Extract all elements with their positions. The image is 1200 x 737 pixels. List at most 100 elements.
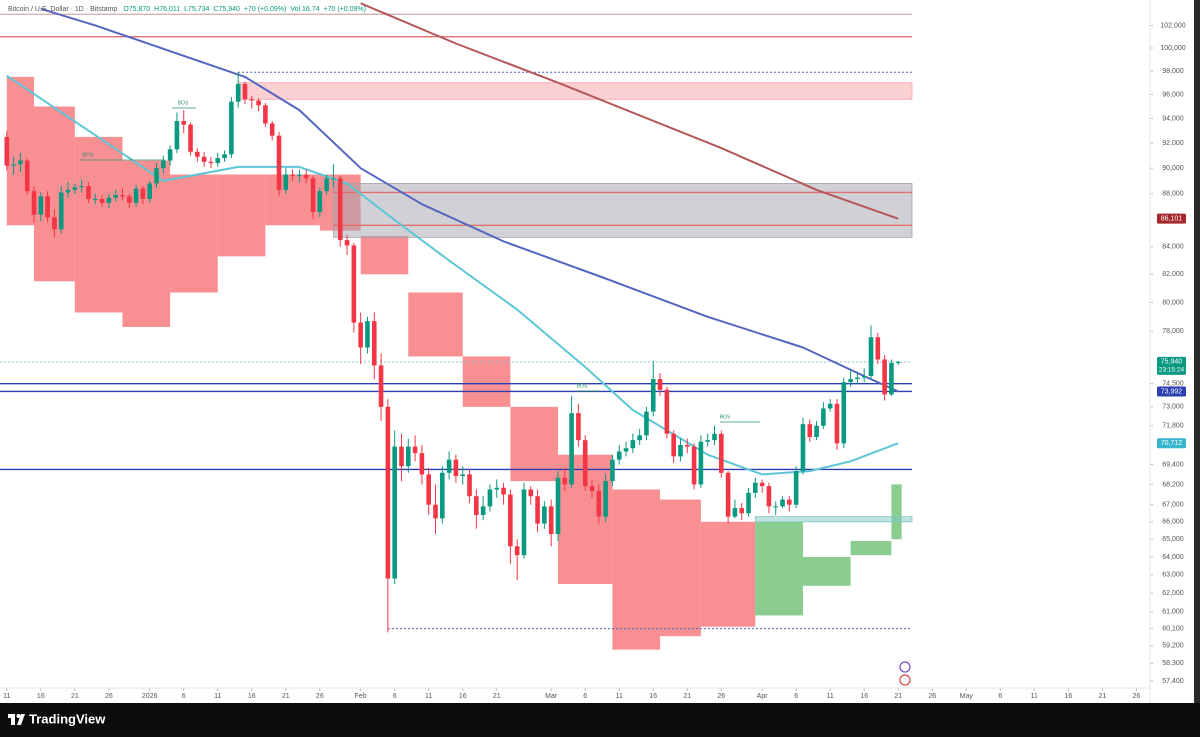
- ohlc-value: O75,870: [123, 6, 150, 13]
- candle-body: [855, 377, 860, 380]
- candle-body: [72, 187, 78, 190]
- x-tick-label: 2026: [142, 693, 158, 700]
- candle-body: [120, 195, 125, 197]
- candle-body: [861, 376, 867, 378]
- candle-body: [569, 413, 574, 485]
- candle-body: [467, 474, 472, 497]
- candle-body: [814, 425, 819, 437]
- candle-body: [181, 120, 187, 125]
- y-tick-label: 71,800: [1162, 423, 1184, 430]
- y-tick-label: 98,000: [1162, 68, 1184, 75]
- candle-body: [276, 135, 282, 190]
- price-badge-label: 70,712: [1161, 440, 1183, 447]
- candle-body: [344, 240, 350, 246]
- candle-body: [392, 446, 397, 579]
- candle-body: [358, 322, 363, 348]
- candle-body: [800, 424, 806, 472]
- y-tick-label: 84,000: [1162, 244, 1184, 251]
- candle-body: [201, 156, 207, 162]
- candle-body: [65, 189, 71, 193]
- candle-body: [45, 196, 50, 218]
- x-tick-label: 21: [282, 693, 290, 700]
- x-tick-label: 26: [316, 693, 324, 700]
- candle-body: [79, 186, 84, 188]
- icon: [899, 661, 911, 673]
- y-tick-label: 80,000: [1162, 299, 1184, 306]
- y-tick-label: 74,500: [1162, 381, 1184, 388]
- cloud-segment: [850, 540, 892, 556]
- candle-body: [92, 198, 98, 200]
- candle-body: [174, 120, 180, 150]
- candle-body: [4, 136, 10, 166]
- candle-body: [167, 149, 173, 161]
- candle-body: [310, 178, 316, 213]
- candle-body: [521, 489, 527, 556]
- candle-body: [596, 491, 602, 517]
- candle-body: [38, 196, 44, 215]
- candle-body: [52, 217, 57, 230]
- candle-body: [732, 508, 738, 517]
- x-tick-label: 21: [894, 693, 902, 700]
- y-tick-label: 100,000: [1160, 45, 1185, 52]
- candle-body: [256, 100, 261, 106]
- y-tick-label: 90,000: [1162, 165, 1184, 172]
- symbol: Bitcoin / U.S. Dollar · 1D · Bitstamp: [8, 6, 117, 13]
- candle-body: [657, 379, 663, 390]
- x-tick-label: May: [960, 693, 974, 700]
- icons: [899, 661, 911, 686]
- x-tick-label: 16: [649, 693, 657, 700]
- y-tick-label: 60,100: [1162, 625, 1184, 632]
- y-tick-label: 73,000: [1162, 404, 1184, 411]
- cloud-segment: [6, 76, 35, 226]
- candle-body: [671, 433, 676, 457]
- y-tick-label: 68,200: [1162, 481, 1184, 488]
- annotation: BOS: [577, 383, 588, 389]
- candle-body: [725, 472, 731, 517]
- x-tick-label: 11: [827, 693, 834, 700]
- y-tick-label: 78,000: [1162, 328, 1184, 335]
- x-tick-label: 11: [3, 693, 10, 700]
- candle-body: [154, 168, 159, 184]
- candle-body: [698, 441, 704, 485]
- y-tick-label: 64,000: [1162, 554, 1184, 561]
- candle-body: [895, 361, 901, 363]
- candle-body: [303, 174, 309, 179]
- candle-body: [195, 151, 200, 157]
- cloud-segment: [408, 292, 463, 357]
- candle-body: [283, 174, 289, 190]
- y-tick-label: 94,000: [1162, 115, 1184, 122]
- cloud-segment: [462, 356, 511, 407]
- y-tick-label: 63,000: [1162, 572, 1184, 579]
- price-badge-label: 75,940: [1161, 359, 1183, 366]
- x-tick-label: Mar: [545, 693, 558, 700]
- candle-body: [616, 451, 622, 460]
- candle-body: [508, 494, 513, 547]
- candle-body: [746, 492, 751, 514]
- cloud-segment: [700, 521, 756, 627]
- cloud-segment: [510, 406, 558, 482]
- candle-body: [644, 411, 649, 436]
- x-tick-label: 6: [583, 693, 587, 700]
- footer-bar: [0, 703, 1200, 737]
- cloud-segment: [122, 160, 171, 327]
- y-tick-label: 61,000: [1162, 609, 1184, 616]
- candle-body: [317, 191, 323, 213]
- annotation: BOS: [83, 152, 94, 158]
- countdown: 23:15:24: [1159, 367, 1185, 374]
- candle-body: [793, 471, 799, 505]
- x-tick-label: 6: [182, 693, 186, 700]
- x-tick-label: 26: [928, 693, 936, 700]
- candle-body: [739, 508, 745, 514]
- cloud-segment: [74, 136, 123, 313]
- x-tick-label: 6: [794, 693, 798, 700]
- candle-body: [630, 440, 636, 449]
- candle-body: [841, 382, 847, 444]
- candle-body: [269, 123, 275, 136]
- ohlc-value: H76,011: [154, 6, 180, 13]
- candle-body: [712, 433, 717, 441]
- logo-part: [17, 714, 25, 725]
- candle-body: [229, 101, 234, 155]
- candle-body: [576, 413, 581, 441]
- cloud-segment: [802, 556, 851, 586]
